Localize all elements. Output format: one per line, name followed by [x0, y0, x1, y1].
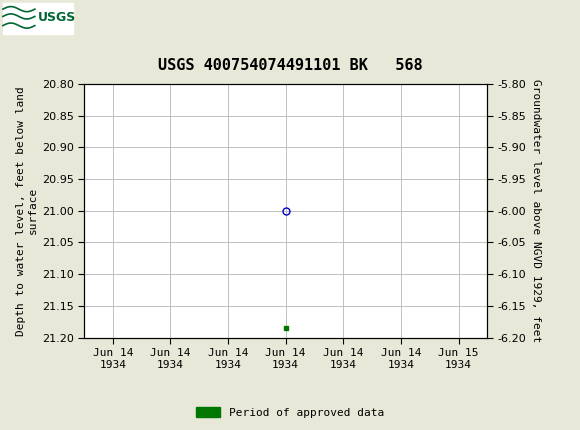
Text: USGS: USGS: [38, 11, 76, 24]
Text: USGS 400754074491101 BK   568: USGS 400754074491101 BK 568: [158, 58, 422, 73]
Y-axis label: Depth to water level, feet below land
surface: Depth to water level, feet below land su…: [16, 86, 38, 335]
Y-axis label: Groundwater level above NGVD 1929, feet: Groundwater level above NGVD 1929, feet: [531, 79, 541, 342]
FancyBboxPatch shape: [3, 3, 72, 34]
Legend: Period of approved data: Period of approved data: [191, 403, 389, 422]
